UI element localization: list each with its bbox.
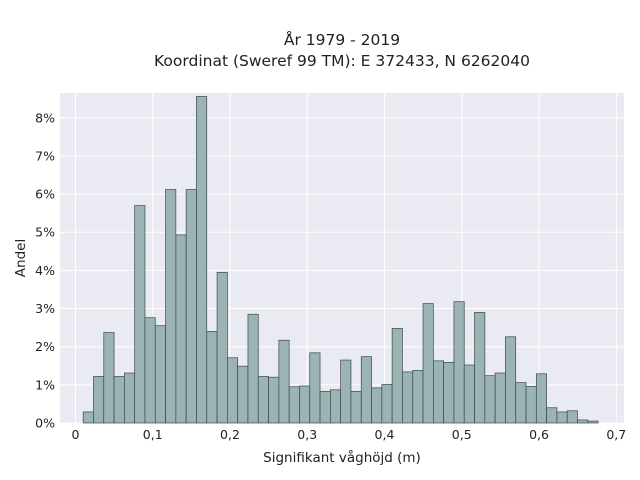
x-tick-label: 0 — [71, 427, 79, 442]
histogram-bar — [257, 376, 269, 424]
y-tick-label: 0% — [35, 416, 55, 431]
y-tick-label: 8% — [35, 110, 55, 125]
histogram-bar — [443, 361, 455, 424]
histogram-bar — [474, 312, 486, 424]
histogram-bar — [247, 313, 259, 424]
histogram-bar — [268, 376, 280, 424]
y-tick-label: 6% — [35, 187, 55, 202]
histogram-bar — [350, 390, 362, 424]
x-tick-label: 0,4 — [375, 427, 395, 442]
histogram-bar — [391, 328, 403, 424]
histogram-bar — [206, 331, 218, 424]
x-axis-ticks: 0 0,1 0,2 0,3 0,4 0,5 0,6 0,7 — [71, 427, 626, 442]
histogram-bar — [124, 372, 136, 424]
y-tick-label: 2% — [35, 339, 55, 354]
histogram-bar — [505, 336, 517, 424]
x-tick-label: 0,3 — [297, 427, 317, 442]
chart-title: År 1979 - 2019 — [284, 30, 400, 49]
histogram-bar — [463, 364, 475, 424]
histogram-bar — [402, 371, 414, 424]
histogram-bar — [340, 359, 352, 424]
y-tick-label: 1% — [35, 377, 55, 392]
x-tick-label: 0,2 — [220, 427, 240, 442]
histogram-bar — [515, 382, 527, 424]
histogram-bar — [577, 419, 589, 424]
histogram-bar — [453, 301, 465, 424]
histogram-bar — [165, 189, 177, 424]
histogram-bar — [329, 389, 341, 424]
histogram-bar — [237, 365, 249, 424]
histogram-bar — [288, 386, 300, 424]
histogram-bar — [587, 420, 599, 424]
histogram-bar — [546, 407, 558, 424]
chart-subtitle: Koordinat (Sweref 99 TM): E 372433, N 62… — [154, 52, 530, 70]
bars — [82, 96, 599, 424]
histogram-bar — [113, 376, 125, 424]
histogram-bar — [484, 375, 496, 424]
x-axis-label: Signifikant våghöjd (m) — [263, 449, 421, 466]
histogram-bar — [93, 376, 105, 424]
histogram-bar — [134, 205, 146, 424]
y-tick-label: 3% — [35, 301, 55, 316]
y-tick-label: 5% — [35, 225, 55, 240]
histogram-bar — [175, 234, 187, 424]
histogram-bar — [227, 357, 239, 424]
histogram-bar — [412, 370, 424, 424]
histogram-bar — [371, 387, 383, 424]
histogram-bar — [556, 411, 568, 424]
histogram-bar — [309, 352, 321, 424]
histogram-bar — [360, 356, 372, 424]
histogram-bar — [196, 96, 208, 424]
histogram-bar — [381, 384, 393, 424]
x-tick-label: 0,6 — [529, 427, 549, 442]
histogram-bar — [494, 372, 506, 424]
histogram-bar — [154, 325, 166, 424]
y-axis-ticks: 0% 1% 2% 3% 4% 5% 6% 7% 8% — [35, 110, 55, 430]
histogram-bar — [566, 410, 578, 424]
histogram-bar — [185, 189, 197, 424]
x-tick-label: 0,5 — [452, 427, 472, 442]
histogram-bar — [535, 373, 547, 424]
histogram-bar — [525, 386, 537, 424]
histogram-bar — [144, 317, 156, 424]
histogram-bar — [82, 411, 94, 424]
y-axis-label: Andel — [13, 239, 29, 277]
x-tick-label: 0,1 — [143, 427, 163, 442]
y-tick-label: 4% — [35, 263, 55, 278]
y-tick-label: 7% — [35, 148, 55, 163]
histogram-bar — [422, 303, 434, 424]
histogram-bar — [299, 385, 311, 424]
histogram-bar — [432, 360, 444, 424]
histogram-bar — [103, 332, 115, 424]
histogram-bar — [216, 271, 228, 424]
x-tick-label: 0,7 — [606, 427, 626, 442]
histogram-bar — [319, 390, 331, 424]
histogram-bar — [278, 339, 290, 424]
